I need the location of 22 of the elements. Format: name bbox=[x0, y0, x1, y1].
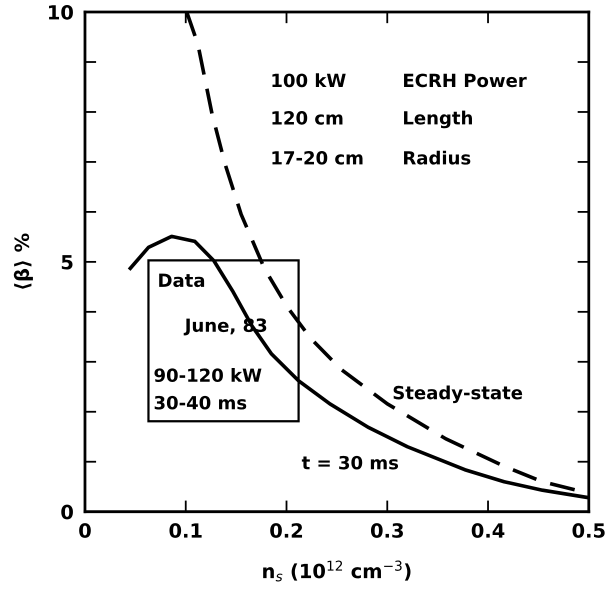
annotation: Data bbox=[159, 274, 204, 288]
annotation: ECRH Power bbox=[404, 74, 527, 88]
annotation: Steady-state bbox=[394, 385, 522, 404]
x-tick-label: 0.5 bbox=[572, 523, 605, 538]
y-axis-title: ⟨β⟩ % bbox=[14, 234, 33, 289]
x-tick-label: 0 bbox=[79, 523, 91, 538]
annotation: 17-20 cm bbox=[272, 151, 363, 165]
annotation: 100 kW bbox=[272, 73, 346, 88]
x-tick-label: 0.3 bbox=[370, 523, 403, 538]
annotation: 90-120 kW bbox=[154, 368, 262, 382]
annotation: Length bbox=[404, 110, 472, 128]
annotation: t = 30 ms bbox=[302, 456, 398, 470]
x-axis-title: n$_{s}$ (10$^{12}$ cm$^{−3}$) bbox=[263, 560, 410, 582]
annotation: 120 cm bbox=[272, 111, 342, 125]
y-tick-label: 5 bbox=[62, 255, 73, 270]
x-tick-label: 0.4 bbox=[472, 523, 504, 538]
annotation: 30-40 ms bbox=[154, 396, 246, 410]
y-tick-label: 0 bbox=[61, 504, 73, 520]
annotation: Radius bbox=[404, 150, 470, 165]
x-tick-label: 0.1 bbox=[169, 523, 202, 538]
x-tick-label: 0.2 bbox=[270, 523, 302, 538]
y-tick-label: 10 bbox=[49, 4, 73, 20]
